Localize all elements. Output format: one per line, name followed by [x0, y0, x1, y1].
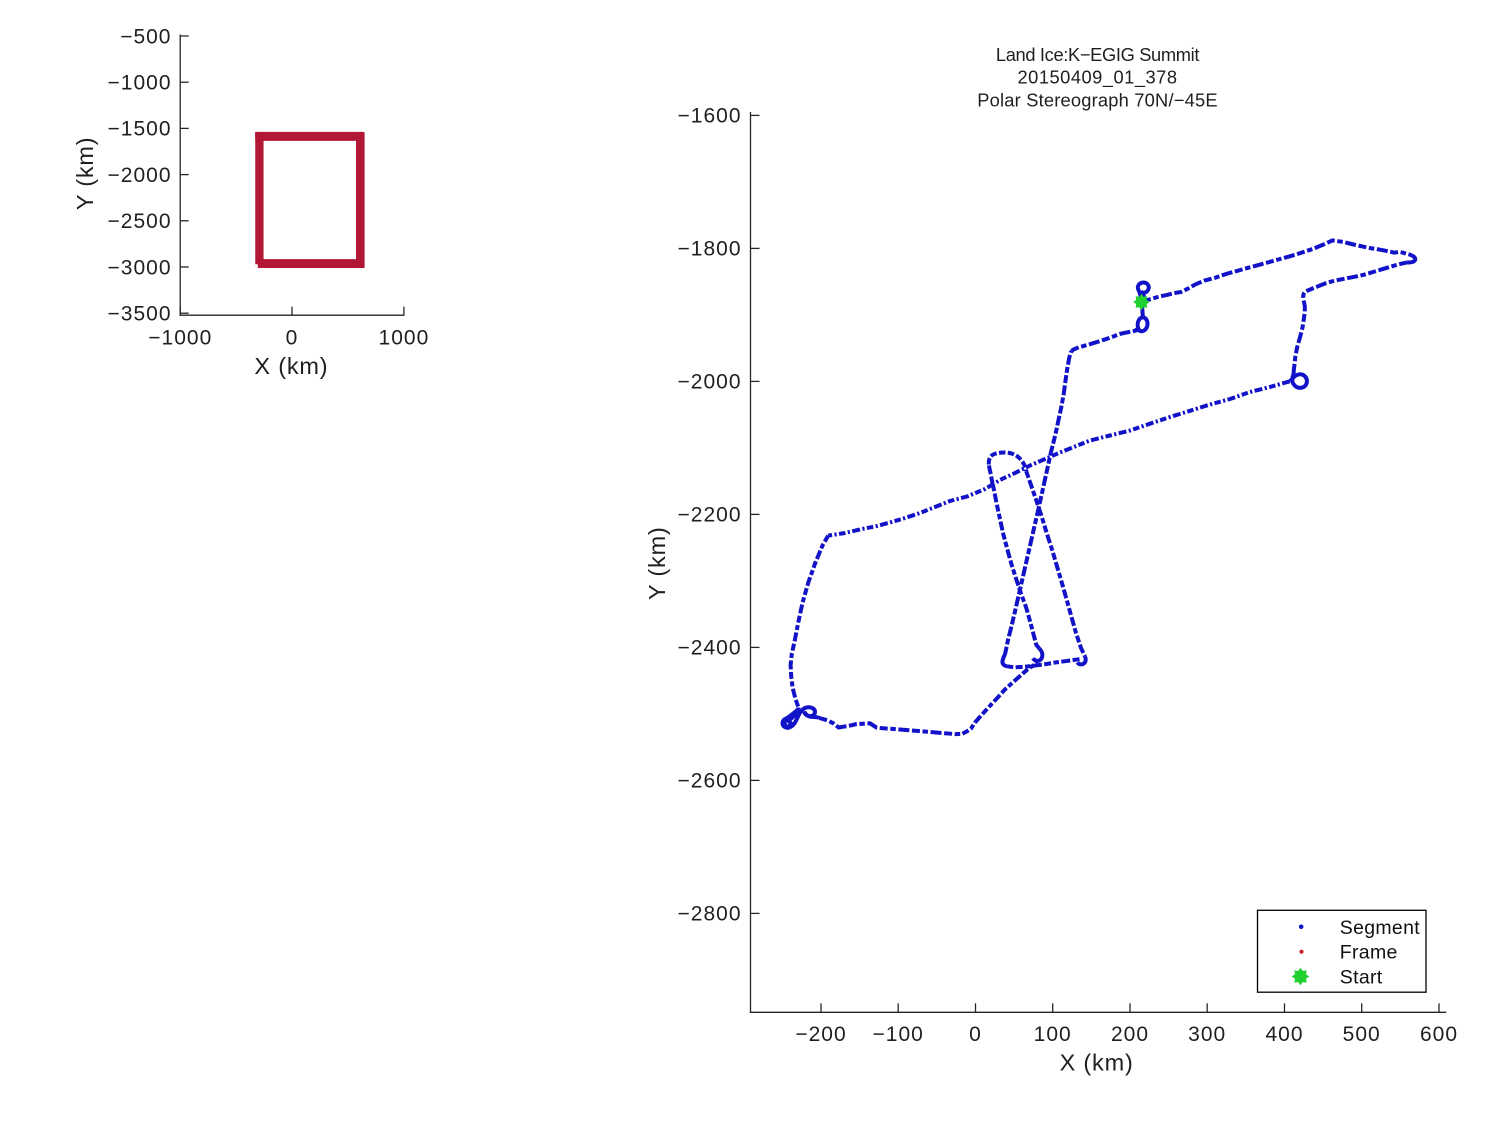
svg-text:Segment: Segment: [1340, 917, 1420, 939]
svg-text:−2600: −2600: [678, 770, 742, 793]
svg-text:−2200: −2200: [678, 504, 742, 527]
svg-text:X (km): X (km): [254, 353, 328, 379]
svg-text:200: 200: [1111, 1023, 1149, 1046]
svg-text:Land Ice:K−EGIG Summit: Land Ice:K−EGIG Summit: [996, 44, 1199, 65]
svg-text:0: 0: [969, 1023, 982, 1046]
svg-text:−2000: −2000: [678, 371, 742, 394]
svg-text:−100: −100: [873, 1023, 924, 1046]
svg-text:−1500: −1500: [108, 118, 172, 141]
svg-text:−2000: −2000: [108, 164, 172, 187]
svg-text:0: 0: [286, 327, 299, 350]
svg-text:600: 600: [1420, 1023, 1458, 1046]
svg-text:Y (km): Y (km): [72, 137, 98, 211]
svg-text:X (km): X (km): [1060, 1050, 1134, 1076]
svg-text:−3000: −3000: [108, 256, 172, 279]
svg-text:Frame: Frame: [1340, 942, 1398, 964]
svg-text:−1800: −1800: [678, 238, 742, 261]
svg-text:Y (km): Y (km): [644, 526, 670, 600]
svg-text:−500: −500: [120, 25, 171, 48]
svg-text:500: 500: [1343, 1023, 1381, 1046]
svg-text:1000: 1000: [379, 327, 430, 350]
svg-text:−2500: −2500: [108, 210, 172, 233]
svg-text:300: 300: [1188, 1023, 1226, 1046]
svg-text:−1000: −1000: [148, 327, 212, 350]
svg-text:Polar Stereograph 70N/−45E: Polar Stereograph 70N/−45E: [977, 89, 1217, 110]
svg-text:−1000: −1000: [108, 72, 172, 95]
svg-text:−2400: −2400: [678, 637, 742, 660]
svg-text:−200: −200: [795, 1023, 846, 1046]
svg-text:20150409_01_378: 20150409_01_378: [1017, 67, 1177, 89]
svg-text:100: 100: [1034, 1023, 1072, 1046]
svg-text:400: 400: [1265, 1023, 1303, 1046]
svg-text:−1600: −1600: [678, 105, 742, 128]
svg-text:Start: Start: [1340, 967, 1383, 989]
svg-text:−2800: −2800: [678, 903, 742, 926]
svg-text:−3500: −3500: [108, 303, 172, 326]
